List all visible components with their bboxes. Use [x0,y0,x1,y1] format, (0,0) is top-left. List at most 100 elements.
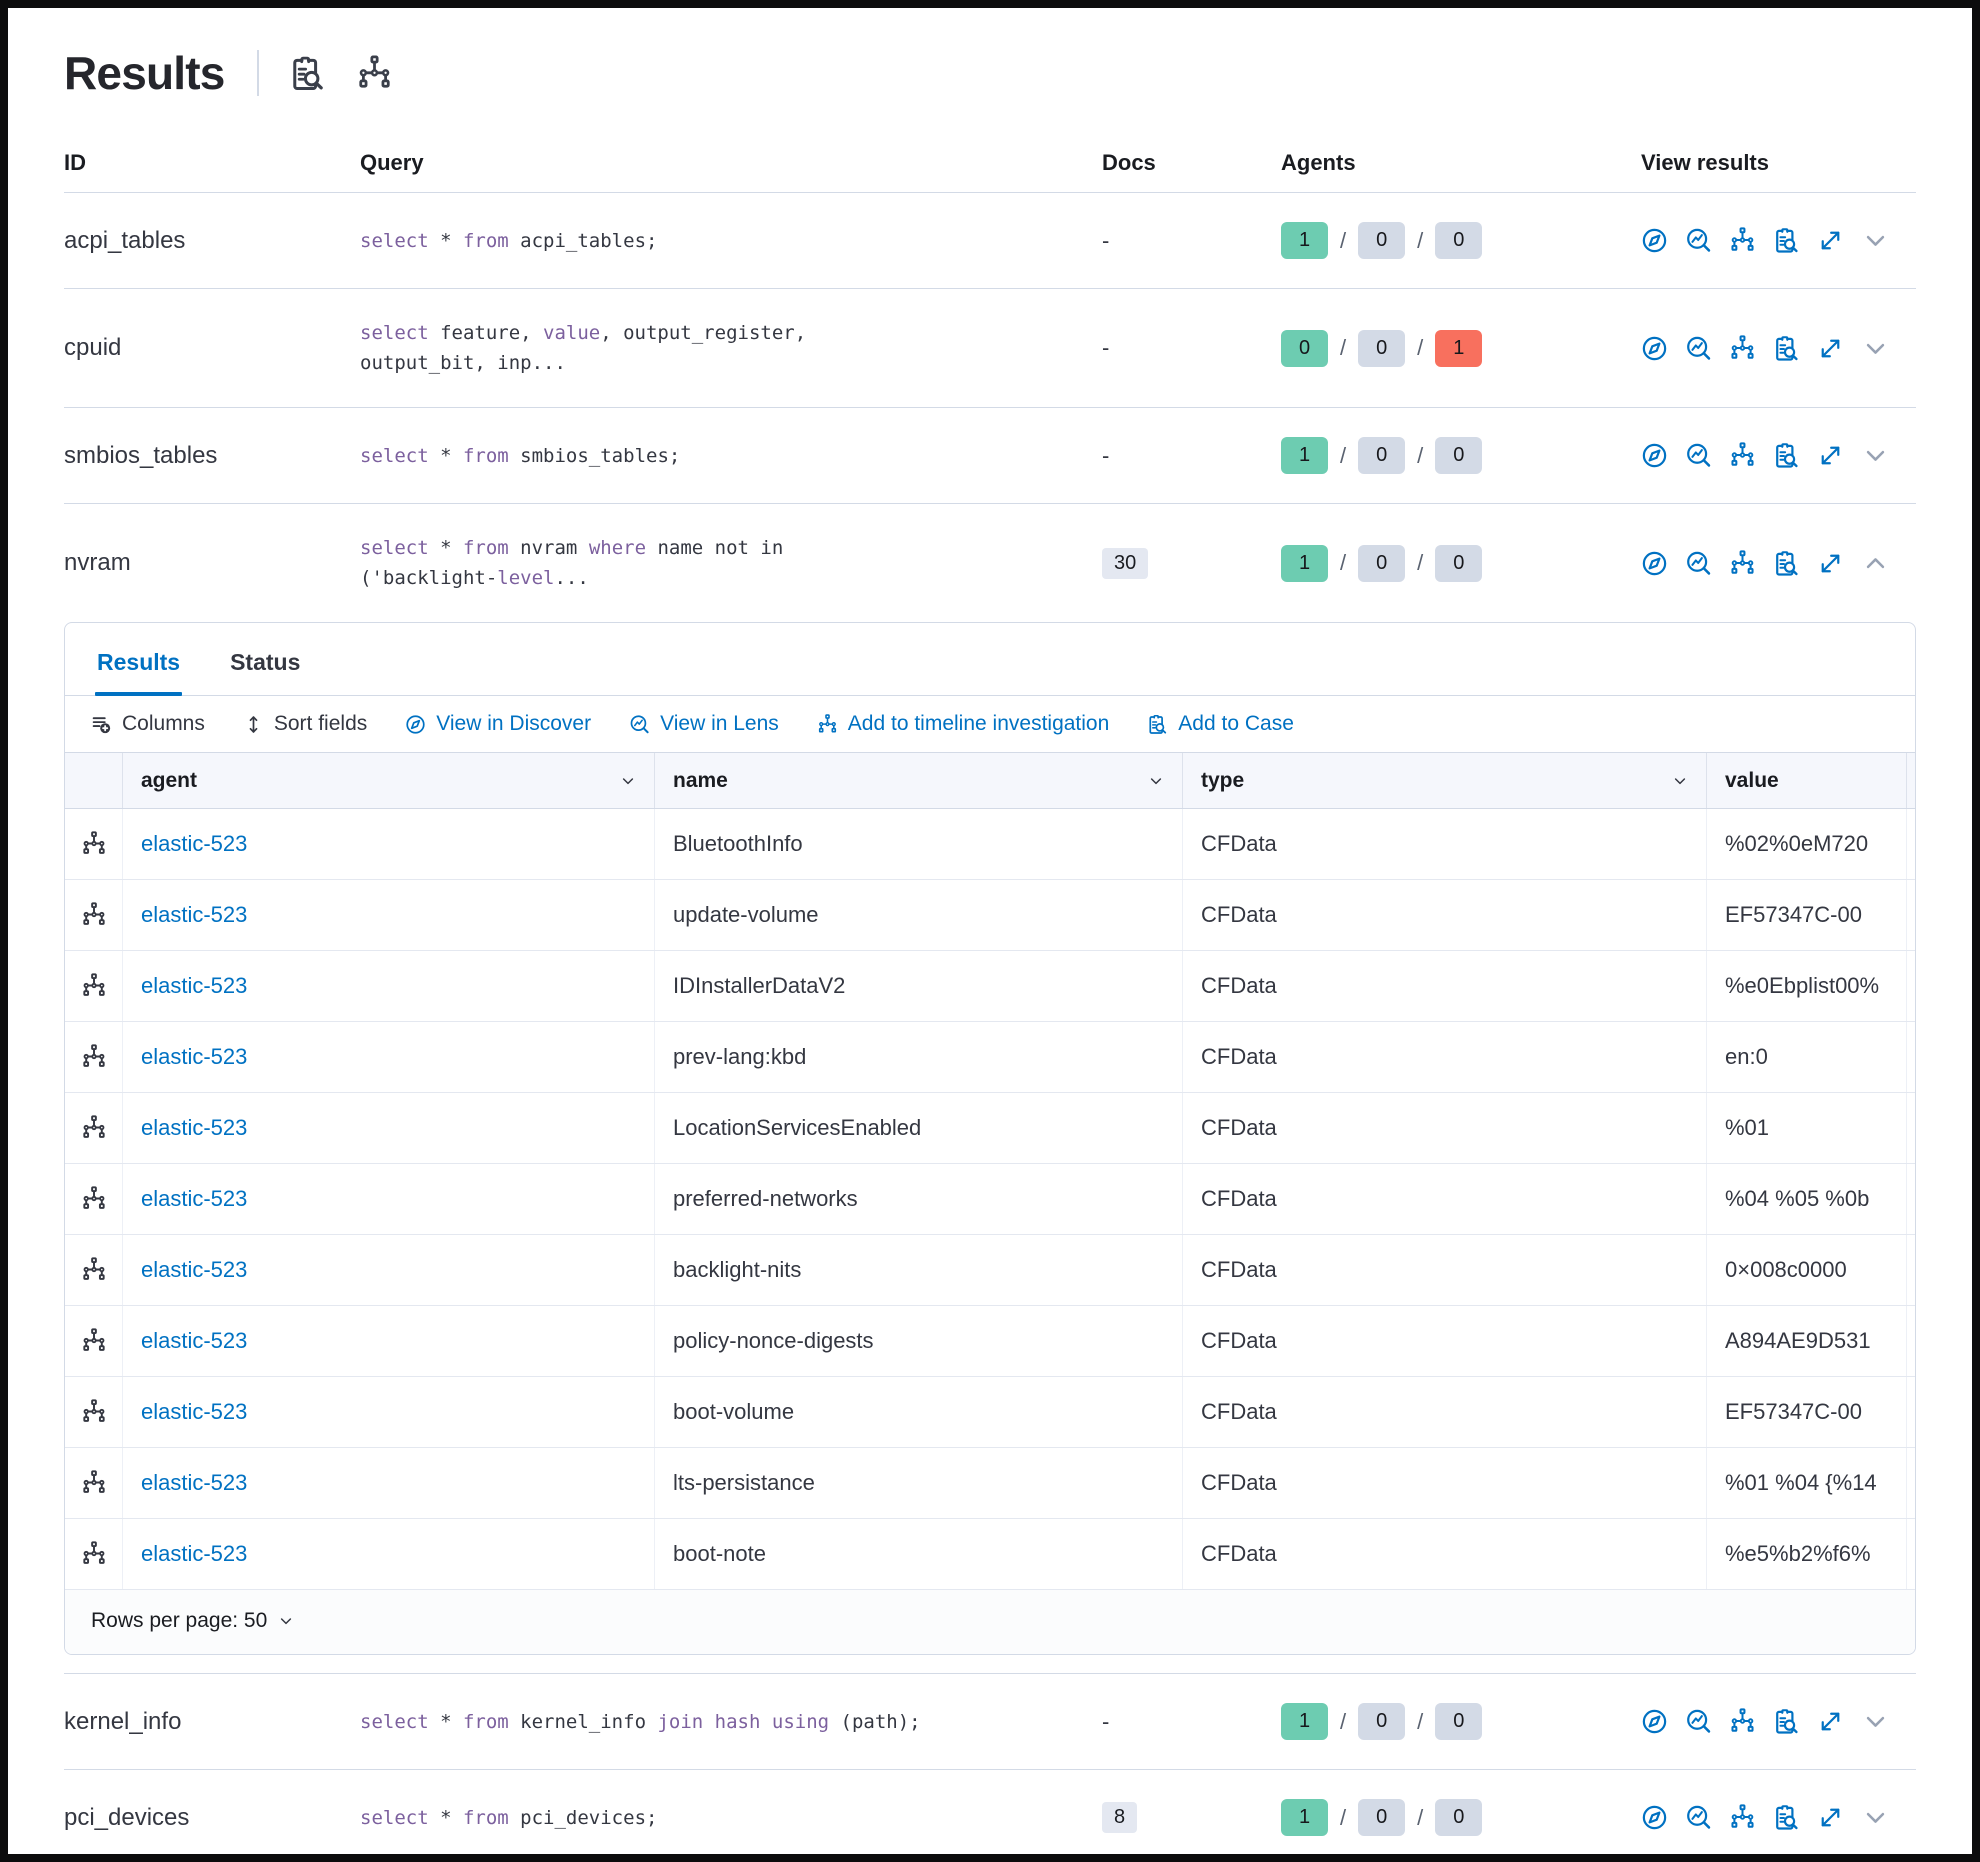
expand-results-icon[interactable] [1817,1804,1844,1831]
add-to-case-icon[interactable] [1773,550,1800,577]
add-to-case-icon[interactable] [1773,1804,1800,1831]
expand-row-chevron[interactable] [1862,1804,1889,1831]
tab-status[interactable]: Status [230,649,301,675]
agent-link[interactable]: elastic-523 [141,902,248,927]
query-row: kernel_info select * from kernel_info jo… [64,1673,1916,1770]
timeline-row-icon[interactable] [65,1235,123,1305]
rows-per-page[interactable]: Rows per page: 50 [65,1590,1915,1654]
add-to-timeline-button[interactable]: Add to timeline investigation [817,712,1109,736]
timeline-row-icon[interactable] [65,1093,123,1163]
add-to-timeline-icon[interactable] [1729,1708,1756,1735]
grid-column-agent[interactable]: agent [123,753,655,808]
chevron-down-icon[interactable] [620,773,636,789]
view-in-lens-icon[interactable] [1685,550,1712,577]
grid-row-filler [1907,1164,1915,1234]
view-in-discover-icon[interactable] [1641,227,1668,254]
view-in-lens-button[interactable]: View in Lens [629,712,779,736]
expand-results-icon[interactable] [1817,442,1844,469]
sort-fields-button[interactable]: Sort fields [243,712,367,736]
expand-results-icon[interactable] [1817,550,1844,577]
agent-link[interactable]: elastic-523 [141,831,248,856]
agent-cell: elastic-523 [123,1022,655,1092]
add-to-case-icon[interactable] [1773,442,1800,469]
agent-link[interactable]: elastic-523 [141,1186,248,1211]
timeline-row-icon[interactable] [65,1377,123,1447]
add-to-case-icon[interactable] [1773,227,1800,254]
view-in-lens-icon[interactable] [1685,335,1712,362]
view-in-discover-button[interactable]: View in Discover [405,712,591,736]
docs-count-badge: 8 [1102,1802,1138,1833]
agent-cell: elastic-523 [123,1164,655,1234]
result-type: CFData [1183,1093,1707,1163]
badge-separator: / [1340,550,1347,575]
agent-link[interactable]: elastic-523 [141,1257,248,1282]
agent-link[interactable]: elastic-523 [141,1541,248,1566]
add-to-case-button[interactable]: Add to Case [1147,712,1294,736]
add-to-timeline-icon[interactable] [1729,1804,1756,1831]
view-in-lens-icon[interactable] [1685,442,1712,469]
view-in-discover-icon[interactable] [1641,550,1668,577]
inspect-icon[interactable] [289,55,326,92]
timeline-row-icon[interactable] [65,809,123,879]
chevron-down-icon[interactable] [1148,773,1164,789]
chevron-down-icon[interactable] [1672,773,1688,789]
grid-column-type[interactable]: type [1183,753,1707,808]
timeline-row-icon[interactable] [65,1519,123,1589]
timeline-row-icon[interactable] [65,951,123,1021]
timeline-row-icon[interactable] [65,880,123,950]
nvram-results-panel: Results Status Columns Sort fields View … [64,622,1916,1655]
query-id: acpi_tables [64,226,186,254]
view-in-discover-icon[interactable] [1641,442,1668,469]
agent-link[interactable]: elastic-523 [141,1399,248,1424]
grid-row-filler [1907,1022,1915,1092]
page-title: Results [64,47,225,99]
docs-count: 30 [1102,547,1281,579]
expand-row-chevron[interactable] [1862,1708,1889,1735]
grid-column-value[interactable]: value [1707,753,1907,808]
expand-results-icon[interactable] [1817,227,1844,254]
result-type: CFData [1183,1164,1707,1234]
view-in-discover-icon[interactable] [1641,335,1668,362]
view-in-lens-icon[interactable] [1685,1804,1712,1831]
agent-count-badge-default: 0 [1435,544,1483,582]
result-name: BluetoothInfo [655,809,1183,879]
agent-link[interactable]: elastic-523 [141,1328,248,1353]
expand-row-chevron[interactable] [1862,335,1889,362]
grid-column-name[interactable]: name [655,753,1183,808]
result-row: elastic-523 preferred-networks CFData %0… [65,1164,1915,1235]
add-to-timeline-icon[interactable] [1729,442,1756,469]
columns-button[interactable]: Columns [91,712,205,736]
add-to-case-icon[interactable] [1773,335,1800,362]
add-to-timeline-icon[interactable] [1729,227,1756,254]
expand-row-chevron[interactable] [1862,442,1889,469]
agent-link[interactable]: elastic-523 [141,973,248,998]
timeline-row-icon[interactable] [65,1448,123,1518]
results-grid: agent name type value [65,753,1915,1590]
view-in-lens-icon[interactable] [1685,227,1712,254]
expand-row-chevron[interactable] [1862,227,1889,254]
expand-results-icon[interactable] [1817,335,1844,362]
timeline-row-icon[interactable] [65,1164,123,1234]
add-to-timeline-icon[interactable] [1729,335,1756,362]
view-in-lens-icon[interactable] [1685,1708,1712,1735]
query-id: nvram [64,549,131,576]
badge-separator: / [1340,227,1347,253]
expand-row-chevron[interactable] [1862,550,1889,577]
timeline-icon[interactable] [356,55,393,92]
tab-results[interactable]: Results [95,623,183,696]
badge-separator: / [1417,550,1424,575]
timeline-row-icon[interactable] [65,1022,123,1092]
agent-link[interactable]: elastic-523 [141,1470,248,1495]
expand-results-icon[interactable] [1817,1708,1844,1735]
add-to-case-icon[interactable] [1773,1708,1800,1735]
header-divider [256,50,259,96]
timeline-row-icon[interactable] [65,1306,123,1376]
agent-count-badge-default: 0 [1358,1703,1406,1740]
add-to-timeline-icon[interactable] [1729,550,1756,577]
agent-link[interactable]: elastic-523 [141,1044,248,1069]
view-in-discover-icon[interactable] [1641,1804,1668,1831]
view-in-discover-icon[interactable] [1641,1708,1668,1735]
result-row: elastic-523 boot-note CFData %e5%b2%f6% [65,1519,1915,1590]
agent-link[interactable]: elastic-523 [141,1115,248,1140]
result-type: CFData [1183,1448,1707,1518]
